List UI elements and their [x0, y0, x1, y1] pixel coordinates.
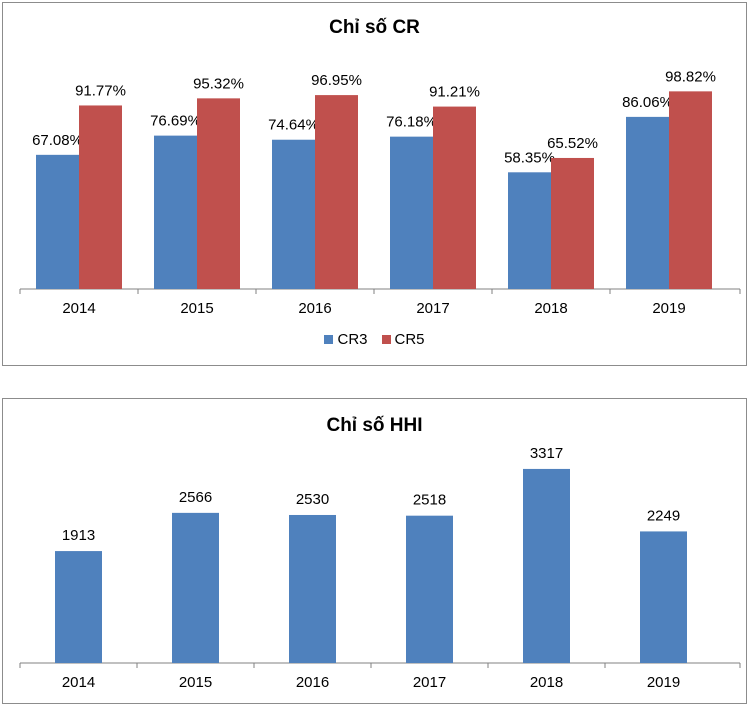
- legend-swatch-cr3: [324, 335, 334, 344]
- cr-bar-cr5-2017: [433, 106, 476, 289]
- cr-data-label-cr3-2019: 86.06%: [622, 94, 673, 111]
- hhi-chart-title: Chỉ số HHI: [326, 415, 423, 436]
- cr-chart-panel: Chỉ số CR 67.08% 91.77% 2014 76.69% 95.32% 20…: [2, 2, 747, 366]
- hhi-chart-panel: Chỉ số HHI 1913 2014 2566 2015 2530 2016 2518 2…: [2, 398, 747, 704]
- cr-x-tick-label-2015: 2015: [180, 300, 213, 317]
- cr-bar-cr3-2018: [508, 172, 551, 289]
- cr-data-label-cr3-2014: 67.08%: [32, 132, 83, 149]
- cr-data-label-cr5-2018: 65.52%: [547, 135, 598, 152]
- cr-chart-legend: CR3 CR5: [3, 331, 746, 348]
- hhi-x-tick-label-2016: 2016: [296, 674, 329, 691]
- legend-label-cr5: CR5: [394, 331, 425, 348]
- cr-bar-cr5-2015: [197, 98, 240, 289]
- legend-swatch-cr5: [381, 335, 391, 344]
- legend-item-cr3: CR3: [324, 331, 368, 348]
- legend-item-cr5: CR5: [381, 331, 425, 348]
- hhi-bar-2015: [172, 512, 219, 663]
- hhi-bar-2014: [55, 551, 102, 663]
- hhi-data-label-2016: 2530: [296, 491, 329, 508]
- cr-data-label-cr5-2019: 98.82%: [665, 68, 716, 85]
- cr-x-tick-label-2018: 2018: [534, 300, 567, 317]
- cr-data-label-cr3-2016: 74.64%: [268, 117, 319, 134]
- cr-chart-title: Chỉ số CR: [329, 17, 420, 38]
- legend-label-cr3: CR3: [337, 331, 368, 348]
- cr-data-label-cr5-2015: 95.32%: [193, 75, 244, 92]
- hhi-data-label-2019: 2249: [647, 507, 680, 524]
- cr-bar-cr3-2017: [390, 136, 433, 289]
- hhi-x-tick-label-2014: 2014: [62, 674, 95, 691]
- cr-data-label-cr3-2018: 58.35%: [504, 149, 555, 166]
- hhi-data-label-2015: 2566: [179, 489, 212, 506]
- cr-bar-cr5-2018: [551, 157, 594, 289]
- hhi-bar-2017: [406, 515, 453, 663]
- cr-data-label-cr5-2017: 91.21%: [429, 84, 480, 101]
- cr-bar-cr3-2015: [154, 135, 197, 289]
- cr-data-label-cr5-2014: 91.77%: [75, 82, 126, 99]
- hhi-bar-2018: [523, 468, 570, 663]
- hhi-data-label-2018: 3317: [530, 445, 563, 462]
- cr-x-tick-label-2014: 2014: [62, 300, 95, 317]
- cr-bar-cr3-2014: [36, 154, 79, 289]
- cr-bar-cr5-2016: [315, 95, 358, 289]
- cr-data-label-cr5-2016: 96.95%: [311, 72, 362, 89]
- cr-x-tick-label-2016: 2016: [298, 300, 331, 317]
- hhi-bar-2016: [289, 514, 336, 663]
- cr-data-label-cr3-2017: 76.18%: [386, 114, 437, 131]
- hhi-data-label-2014: 1913: [62, 527, 95, 544]
- cr-bar-cr5-2019: [669, 91, 712, 289]
- hhi-x-tick-label-2015: 2015: [179, 674, 212, 691]
- hhi-x-tick-label-2017: 2017: [413, 674, 446, 691]
- hhi-x-tick-label-2018: 2018: [530, 674, 563, 691]
- hhi-data-label-2017: 2518: [413, 492, 446, 509]
- cr-x-tick-label-2017: 2017: [416, 300, 449, 317]
- hhi-chart-plot: 1913 2014 2566 2015 2530 2016 2518 2017 3317 2018…: [19, 445, 741, 691]
- cr-bar-cr5-2014: [79, 105, 122, 290]
- cr-bar-cr3-2016: [272, 139, 315, 289]
- hhi-x-tick-label-2019: 2019: [647, 674, 680, 691]
- hhi-bar-2019: [640, 531, 687, 663]
- cr-x-tick-label-2019: 2019: [652, 300, 685, 317]
- cr-chart-plot: 67.08% 91.77% 2014 76.69% 95.32% 2015 74.64% 96…: [19, 68, 741, 317]
- cr-data-label-cr3-2015: 76.69%: [150, 113, 201, 130]
- cr-bar-cr3-2019: [626, 116, 669, 289]
